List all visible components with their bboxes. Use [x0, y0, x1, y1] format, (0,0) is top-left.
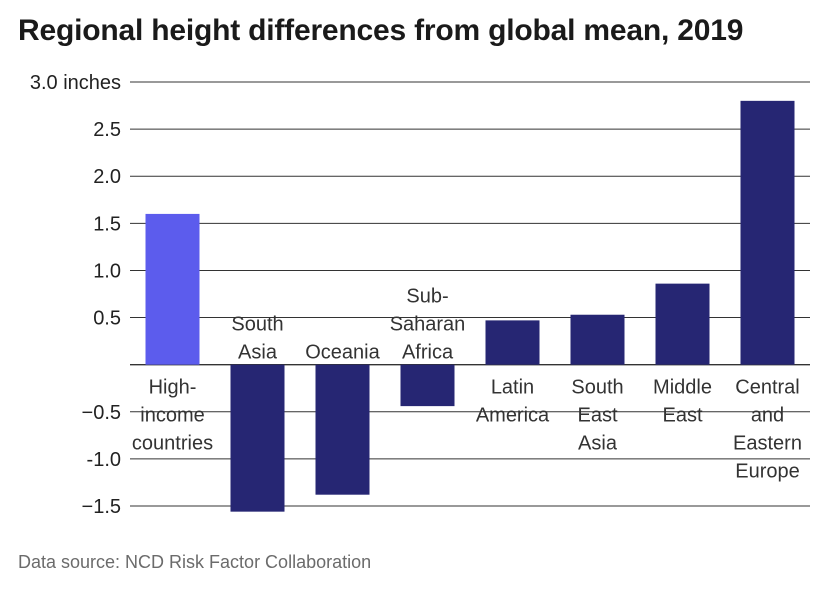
y-tick-label: 1.5 — [93, 213, 121, 235]
y-tick-label: 0.5 — [93, 308, 121, 330]
bar — [230, 364, 285, 512]
bar — [655, 283, 710, 365]
category-label: South East Asia — [571, 377, 623, 455]
y-tick-label: -1.0 — [87, 449, 121, 471]
bars — [145, 100, 795, 512]
bar — [740, 100, 795, 365]
bar — [145, 213, 200, 365]
category-label: Oceania — [305, 342, 380, 364]
y-tick-label: 2.0 — [93, 166, 121, 188]
category-labels: High-income countries South Asia Oceania Sub-… — [132, 286, 802, 483]
chart-title: Regional height differences from global … — [18, 14, 744, 47]
y-tick-label: −1.5 — [82, 496, 121, 518]
y-tick-label: 1.0 — [93, 260, 121, 282]
category-label: Middle East — [653, 377, 712, 427]
y-tick-label: 2.5 — [93, 119, 121, 141]
bar — [485, 320, 540, 365]
source-note: Data source: NCD Risk Factor Collaborati… — [18, 552, 372, 572]
category-label: South Asia — [231, 314, 283, 364]
y-axis-tick-labels: 3.0 inches 2.5 2.0 1.5 1.0 0.5 −0.5 -1.0 −1.5 — [30, 72, 121, 518]
bar — [315, 364, 370, 495]
category-label: Latin America — [476, 377, 550, 427]
category-label: High-income countries — [132, 377, 213, 455]
bar — [570, 314, 625, 365]
y-tick-label: −0.5 — [82, 402, 121, 424]
y-tick-label: 3.0 inches — [30, 72, 121, 94]
category-label: Central and Eastern Europe — [733, 377, 802, 483]
bar — [400, 364, 455, 407]
category-label: Sub-Saharan Africa — [390, 286, 466, 364]
